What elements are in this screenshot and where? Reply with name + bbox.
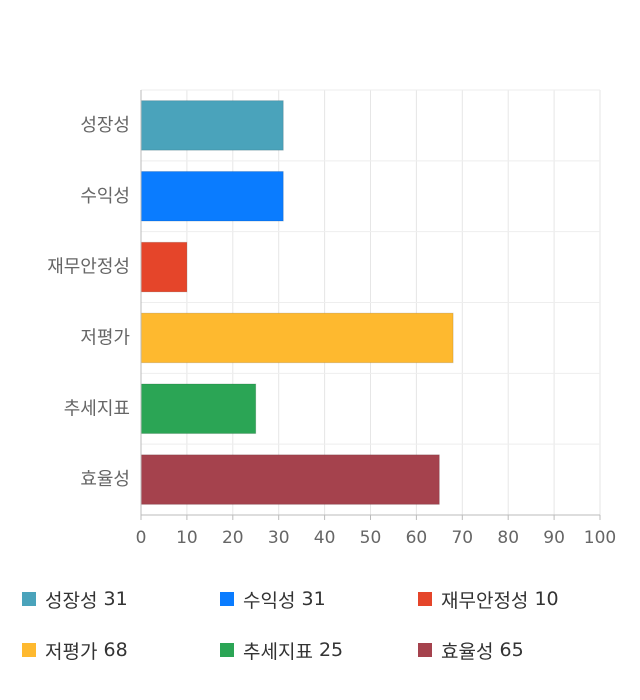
category-label: 추세지표 xyxy=(64,398,130,419)
legend-value: 10 xyxy=(534,588,559,610)
x-tick-label: 0 xyxy=(136,528,147,548)
bar xyxy=(140,454,440,505)
legend-label: 재무안정성 xyxy=(441,589,529,612)
bar xyxy=(140,312,454,364)
legend-label: 효율성 xyxy=(441,640,494,663)
tick-labels: 0 10 20 30 40 50 60 70 80 90 100 xyxy=(136,528,617,548)
category-label: 수익성 xyxy=(80,186,130,207)
legend-value: 31 xyxy=(301,588,326,610)
legend-label: 저평가 xyxy=(45,640,98,663)
category-label: 효율성 xyxy=(80,469,130,490)
x-tick-label: 10 xyxy=(176,528,198,548)
x-tick-label: 20 xyxy=(222,528,244,548)
chart-grid xyxy=(140,89,601,516)
bar xyxy=(140,383,257,435)
x-tick-label: 70 xyxy=(451,528,473,548)
x-tick-label: 100 xyxy=(584,528,616,548)
legend-item-growth: 성장성 31 xyxy=(22,585,128,613)
legend-item-profitability: 수익성 31 xyxy=(220,585,326,613)
legend-swatch xyxy=(220,592,234,606)
legend-item-efficiency: 효율성 65 xyxy=(418,636,524,664)
legend-value: 68 xyxy=(103,639,128,661)
legend-value: 65 xyxy=(499,639,524,661)
legend-label: 수익성 xyxy=(243,589,296,612)
category-label: 성장성 xyxy=(80,115,130,136)
legend-swatch xyxy=(22,643,36,657)
legend-swatch xyxy=(418,643,432,657)
legend-swatch xyxy=(220,643,234,657)
x-tick-label: 80 xyxy=(497,528,519,548)
legend-value: 31 xyxy=(103,588,128,610)
x-tick-label: 30 xyxy=(268,528,290,548)
category-label: 재무안정성 xyxy=(47,257,130,278)
x-tick-label: 60 xyxy=(406,528,428,548)
x-tick-label: 90 xyxy=(543,528,565,548)
category-label: 저평가 xyxy=(80,327,130,348)
chart-bars xyxy=(140,100,454,505)
x-tick-label: 50 xyxy=(360,528,382,548)
legend-label: 성장성 xyxy=(45,589,98,612)
legend-label: 추세지표 xyxy=(243,640,313,663)
x-tick-label: 40 xyxy=(314,528,336,548)
legend-item-stability: 재무안정성 10 xyxy=(418,585,559,613)
bar xyxy=(140,241,188,293)
chart-axes xyxy=(140,90,601,520)
legend-value: 25 xyxy=(318,639,344,661)
bar xyxy=(140,170,284,222)
legend-swatch xyxy=(22,592,36,606)
legend-item-undervalued: 저평가 68 xyxy=(22,636,128,664)
legend-swatch xyxy=(418,592,432,606)
bar xyxy=(140,100,284,151)
legend-item-trend: 추세지표 25 xyxy=(220,636,343,664)
